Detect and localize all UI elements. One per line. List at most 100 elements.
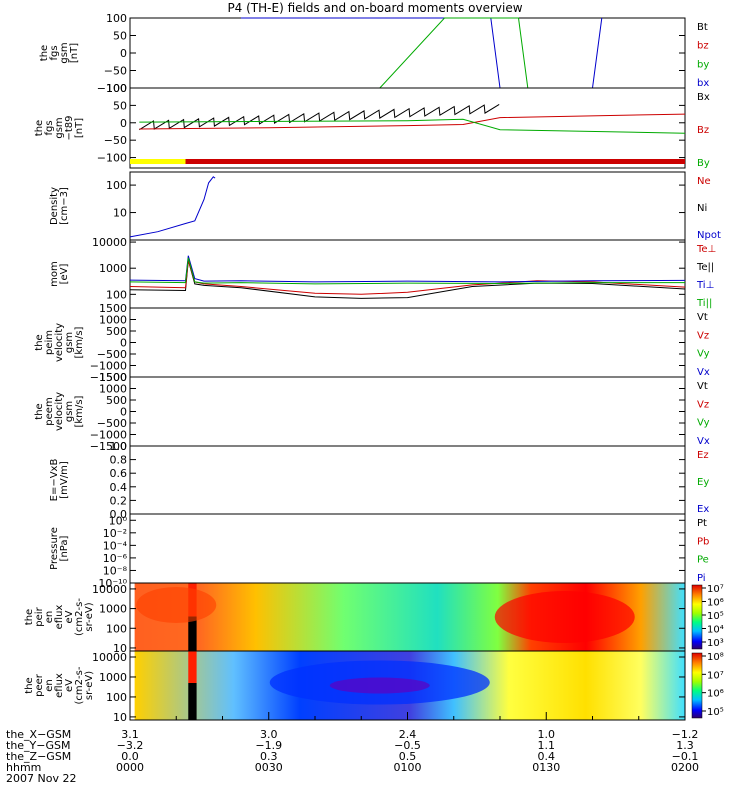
y-axis-label: −t89: [64, 115, 75, 140]
y-axis-label: mom: [49, 261, 60, 287]
y-tick-label: −500: [97, 417, 127, 430]
y-tick-label: 10000: [92, 651, 127, 664]
heatmap-gap-p10: [188, 682, 197, 720]
colorbar-label: 10⁵: [707, 707, 724, 718]
colorbar-label: 10³: [707, 638, 724, 649]
y-tick-label: 10⁻⁶: [103, 552, 128, 565]
panel-frame-p2: [129, 87, 686, 169]
y-tick-label: 10⁻⁴: [103, 539, 128, 552]
y-axis-label: sr-eV): [84, 602, 95, 631]
y-tick-label: 10⁻¹⁰: [98, 577, 127, 590]
y-tick-label: 10000: [92, 583, 127, 596]
y-tick-label: 500: [106, 325, 127, 338]
x-axis-label: the_X−GSM: [6, 728, 71, 741]
y-tick-label: 10000: [92, 236, 127, 249]
y-tick-label: 0: [120, 117, 127, 130]
y-tick-label: 100: [106, 82, 127, 95]
y-tick-label: 0.6: [110, 467, 128, 480]
legend-Vy: Vy: [697, 349, 710, 360]
y-axis-label: [km/s]: [74, 395, 85, 427]
y-axis-label: the: [24, 677, 35, 693]
series-Ti⊥: [129, 255, 686, 283]
y-tick-label: 1000: [99, 383, 127, 396]
legend-Pe: Pe: [697, 555, 709, 566]
y-axis-label: [nPa]: [59, 535, 70, 561]
x-tick-label: 0100: [394, 761, 422, 774]
x-axis-label: 2007 Nov 22: [6, 772, 76, 785]
legend-Npot: Npot: [697, 230, 721, 241]
y-tick-label: −50: [104, 134, 127, 147]
y-tick-label: 50: [113, 99, 127, 112]
y-tick-label: 0: [120, 406, 127, 419]
x-tick-label: 2.4: [399, 728, 417, 741]
colorbar-label: 10⁶: [707, 598, 724, 609]
legend-Vz: Vz: [697, 330, 709, 341]
y-tick-label: 10: [113, 711, 127, 724]
x-tick-label: 1.1: [538, 739, 556, 752]
y-tick-label: 1000: [99, 262, 127, 275]
y-tick-label: −100: [97, 152, 127, 165]
y-tick-label: −1000: [90, 360, 127, 373]
y-tick-label: 1.0: [110, 440, 128, 453]
y-tick-label: 10⁻⁸: [103, 564, 128, 577]
legend-Bt: Bt: [697, 22, 708, 33]
y-tick-label: 100: [106, 622, 127, 635]
x-tick-label: 0.0: [121, 750, 139, 763]
y-axis-label: eflux: [54, 605, 65, 630]
y-axis-label: [cm−3]: [59, 187, 70, 225]
y-axis-label: peir: [34, 606, 45, 626]
y-axis-label: the: [39, 45, 50, 61]
legend-bx: bx: [697, 78, 709, 89]
legend-Ti⊥: Ti⊥: [696, 280, 714, 291]
y-tick-label: −1500: [90, 371, 127, 384]
x-tick-label: −1.2: [672, 728, 699, 741]
panel-frame-p5: [129, 307, 686, 378]
y-tick-label: 1500: [99, 302, 127, 315]
legend-Vt: Vt: [697, 312, 708, 323]
y-tick-label: −1000: [90, 429, 127, 442]
y-axis-label: (cm2-s-: [74, 666, 85, 704]
series-Bx: [139, 103, 500, 131]
y-tick-label: 0.0: [110, 508, 128, 521]
y-axis-label: eV: [64, 610, 75, 623]
y-tick-label: 100: [106, 12, 127, 25]
series-bx: [241, 17, 603, 89]
x-axis-label: the_Y−GSM: [6, 739, 71, 752]
series-Te⊥: [129, 260, 686, 295]
legend-bz: bz: [697, 41, 709, 52]
legend-Vt: Vt: [697, 381, 708, 392]
heatmap-core2-p10: [329, 677, 430, 694]
colorbar-label: 10⁸: [707, 652, 724, 663]
y-tick-label: 0: [120, 47, 127, 60]
colorbar-label: 10⁶: [707, 689, 724, 700]
x-tick-label: 0.4: [538, 750, 556, 763]
y-tick-label: −50: [104, 65, 127, 78]
colorbar-label: 10⁴: [707, 625, 724, 636]
y-axis-label: Pressure: [49, 527, 60, 570]
y-axis-label: gsm: [64, 332, 75, 353]
y-tick-label: 10⁻²: [103, 527, 127, 540]
y-axis-label: eV: [64, 679, 75, 692]
colorbar-label: 10⁷: [707, 584, 724, 595]
legend-Ey: Ey: [697, 477, 709, 488]
legend-Ti||: Ti||: [696, 298, 712, 309]
series-Npot: [129, 176, 216, 238]
colorbar-label: 10⁷: [707, 670, 724, 681]
y-axis-label: sr-eV): [84, 671, 95, 700]
legend-Ni: Ni: [697, 203, 707, 214]
legend-Ez: Ez: [697, 450, 709, 461]
y-tick-label: 100: [106, 691, 127, 704]
x-tick-label: 0.3: [260, 750, 278, 763]
y-axis-label: fgs: [44, 120, 55, 135]
legend-Vy: Vy: [697, 418, 710, 429]
y-tick-label: −100: [97, 82, 127, 95]
y-axis-label: peem: [44, 397, 55, 425]
y-axis-label: gsm: [64, 401, 75, 422]
y-tick-label: 0: [120, 337, 127, 350]
x-tick-label: 3.1: [121, 728, 139, 741]
legend-Ex: Ex: [697, 504, 709, 515]
panel-frame-p8: [129, 513, 686, 584]
panel-frame-p6: [129, 376, 686, 447]
series-by: [379, 17, 529, 89]
